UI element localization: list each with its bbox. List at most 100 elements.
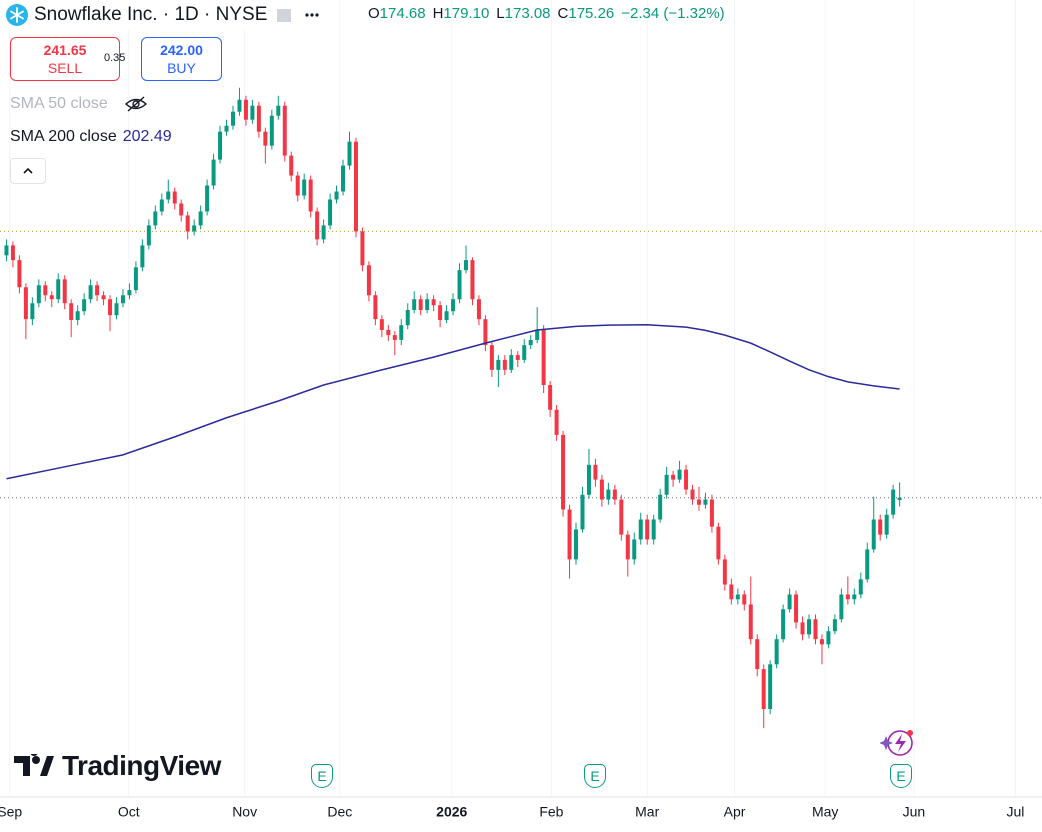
candle-body [690, 489, 695, 500]
ohlc-item: L173.08 [496, 5, 550, 22]
candle-body [276, 105, 281, 116]
candle-body [56, 279, 61, 300]
candle-body [561, 434, 566, 510]
candle-body [457, 270, 462, 300]
ohlc-item: C175.26 [558, 5, 615, 22]
candle-body [819, 639, 824, 645]
candle-body [781, 609, 786, 640]
candle-body [412, 299, 417, 311]
candle-body [36, 285, 41, 304]
x-tick-label: May [812, 804, 838, 820]
earnings-marker[interactable]: E [584, 764, 606, 788]
buy-label: BUY [167, 60, 196, 76]
candle-body [528, 339, 533, 346]
candle-body [606, 489, 611, 500]
collapse-button[interactable] [10, 158, 46, 184]
candle-body [341, 165, 346, 192]
candle-body [794, 594, 799, 623]
candle-body [658, 494, 663, 520]
candle-body [463, 260, 468, 271]
ohlc-value: 173.08 [504, 5, 551, 22]
candle-body [515, 355, 520, 360]
candle-body [23, 287, 28, 320]
candle-body [211, 159, 216, 186]
sma200-legend[interactable]: SMA 200 close 202.49 [10, 128, 172, 146]
candle-body [82, 299, 87, 312]
candle-body [619, 499, 624, 535]
candle-body [230, 111, 235, 126]
candle-body [871, 519, 876, 550]
candle-body [120, 295, 125, 304]
candle-body [418, 299, 423, 311]
ohlc-key: C [557, 5, 569, 22]
candle-body [826, 631, 831, 645]
x-tick-label: Feb [539, 804, 563, 820]
candle-body [444, 311, 449, 320]
watermark-text: TradingView [62, 750, 221, 781]
candle-body [328, 199, 333, 226]
candle-body [800, 622, 805, 635]
candle-body [761, 669, 766, 710]
candle-body [366, 265, 371, 296]
x-tick-label: 2026 [436, 804, 467, 820]
candle-body [671, 474, 676, 480]
x-tick-label: Oct [118, 804, 140, 820]
candle-body [845, 594, 850, 600]
candle-body [431, 299, 436, 306]
candle-body [289, 155, 294, 176]
candle-body [716, 526, 721, 560]
candle-body [192, 225, 197, 232]
sma200-value: 202.49 [122, 128, 172, 145]
hidden-icon[interactable] [124, 95, 148, 113]
candle-body [580, 494, 585, 530]
candle-body [632, 539, 637, 560]
alert-icon[interactable] [880, 728, 918, 760]
candle-body [88, 285, 93, 300]
watermark: TradingView [14, 750, 221, 782]
ohlc-item: O174.68 [368, 5, 426, 22]
candle-body [4, 245, 9, 256]
candle-body [522, 345, 527, 360]
ohlc-value: 175.26 [568, 5, 615, 22]
header-icons[interactable] [267, 4, 327, 26]
buy-button[interactable]: 242.00 BUY [141, 37, 222, 81]
ohlc-key: L [496, 5, 505, 22]
sma50-legend[interactable]: SMA 50 close [10, 95, 148, 113]
candle-body [502, 359, 507, 370]
candle-body [865, 549, 870, 580]
candle-body [205, 185, 210, 212]
candle-body [574, 529, 579, 560]
candle-body [852, 594, 857, 600]
candle-body [748, 604, 753, 640]
candle-body [709, 499, 714, 527]
candle-body [386, 329, 391, 336]
ohlc-value: 174.68 [379, 5, 426, 22]
earnings-marker[interactable]: E [890, 764, 912, 788]
candle-body [159, 199, 164, 212]
candle-body [787, 594, 792, 610]
x-tick-label: Mar [635, 804, 659, 820]
candle-body [476, 299, 481, 320]
sell-button[interactable]: 241.65 SELL [10, 37, 120, 81]
watermark-logo [14, 754, 54, 776]
candle-body [807, 619, 812, 635]
symbol-header[interactable]: Snowflake Inc. · 1D · NYSE [0, 0, 334, 30]
candle-body [586, 464, 591, 495]
candle-body [243, 99, 248, 120]
candle-body [438, 305, 443, 320]
earnings-marker[interactable]: E [311, 764, 333, 788]
candle-body [399, 325, 404, 340]
candle-body [813, 619, 818, 640]
candle-body [612, 489, 617, 500]
candle-body [768, 664, 773, 710]
candle-body [295, 175, 300, 196]
candle-body [43, 285, 48, 296]
candle-body [379, 319, 384, 330]
candle-body [101, 295, 106, 300]
candle-body [541, 329, 546, 386]
candle-body [308, 179, 313, 212]
candle-body [373, 295, 378, 320]
candle-body [742, 594, 747, 605]
candle-body [224, 125, 229, 132]
